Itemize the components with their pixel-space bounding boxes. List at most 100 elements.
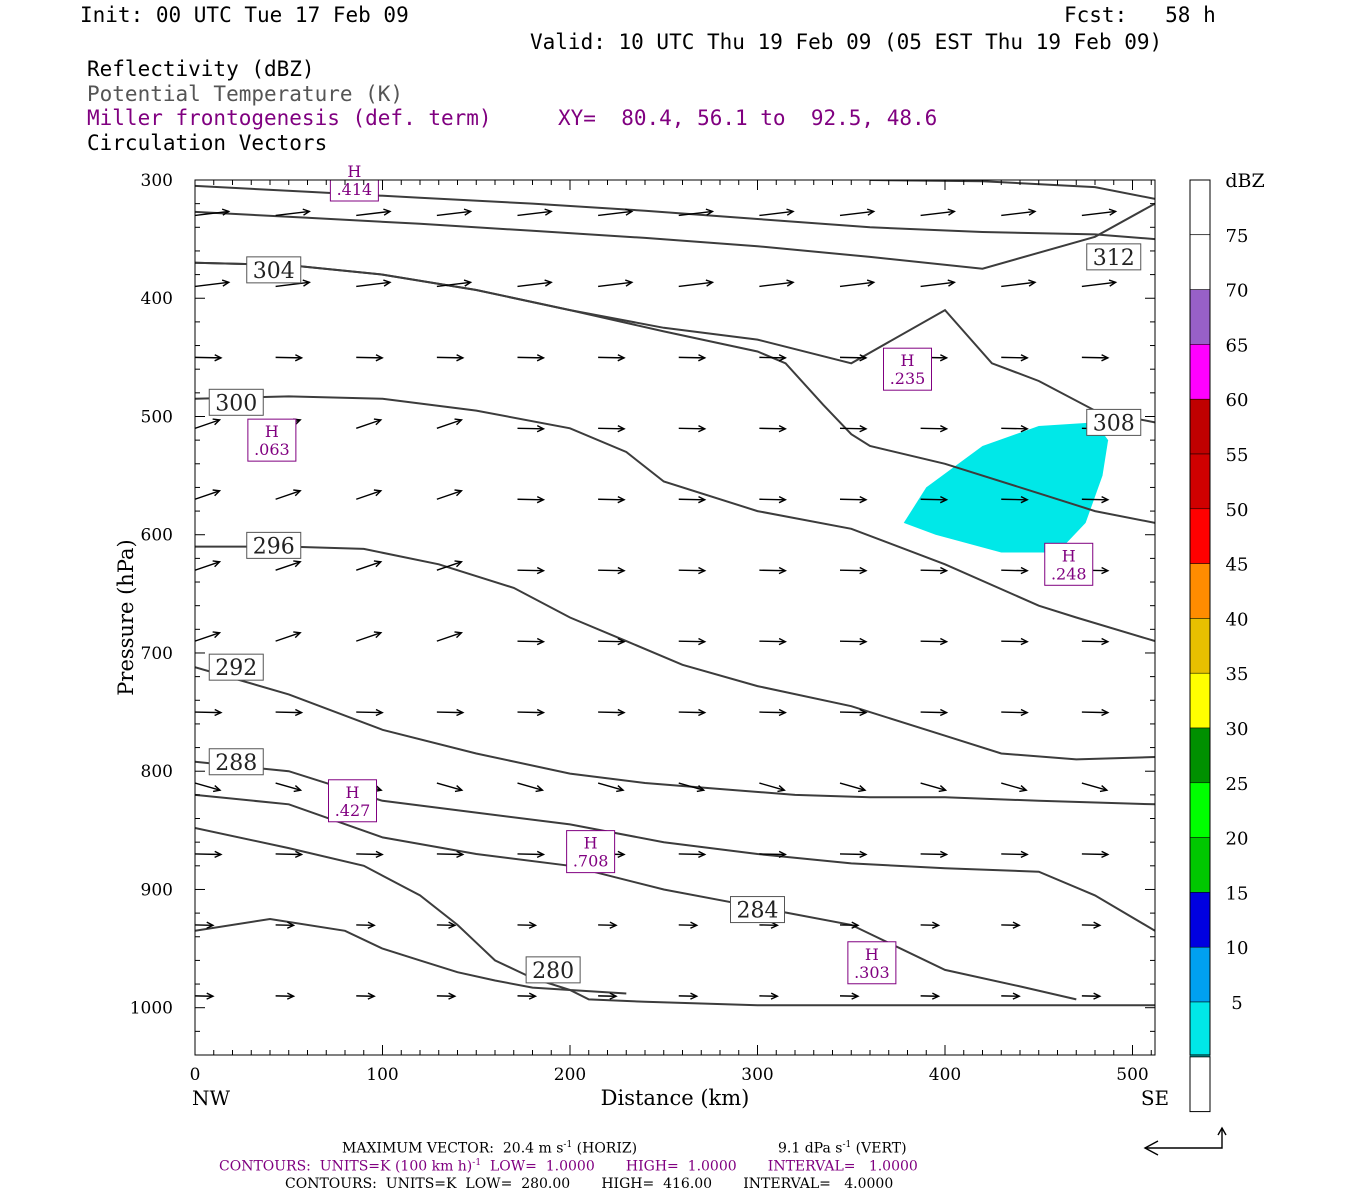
circulation-vector-head — [286, 921, 296, 929]
circulation-vector — [598, 711, 625, 714]
colorbar-level-label: 50 — [1226, 500, 1249, 521]
circulation-vector-head — [947, 208, 956, 216]
reference-vector-icon — [1145, 1128, 1223, 1149]
circulation-vector-head — [778, 495, 787, 504]
circulation-vector — [517, 356, 544, 359]
circulation-vector-head — [939, 850, 949, 859]
y-tick-label: 400 — [141, 289, 173, 309]
colorbar-level-label: 30 — [1226, 719, 1249, 740]
circulation-vector — [839, 711, 867, 714]
circulation-vector — [436, 419, 462, 429]
circulation-vector — [598, 640, 625, 643]
circulation-vector — [436, 490, 462, 500]
colorbar-level-label: 45 — [1226, 555, 1249, 576]
circulation-vector-head — [1101, 354, 1110, 362]
circulation-vector-head — [206, 992, 215, 1000]
circulation-vector — [517, 853, 544, 856]
circulation-vector-head — [609, 921, 618, 929]
frontogenesis-max-value: .708 — [573, 852, 609, 871]
circulation-vector-head — [1108, 208, 1118, 216]
circulation-vector — [839, 210, 874, 217]
circulation-vector — [517, 569, 544, 572]
circulation-vector-head — [778, 850, 787, 859]
x-end-label-se: SE — [1141, 1086, 1169, 1110]
reflectivity-5dbz-area — [903, 422, 1109, 553]
circulation-vector — [678, 210, 713, 217]
theta-contour-label: 308 — [1093, 411, 1135, 436]
circulation-vector — [195, 490, 220, 500]
circulation-vector — [598, 427, 625, 430]
circulation-vector — [436, 281, 471, 288]
circulation-vector-head — [1101, 495, 1110, 504]
circulation-vector — [275, 632, 301, 642]
circulation-vector — [678, 356, 705, 359]
circulation-vector — [436, 210, 471, 217]
circulation-vector-head — [1093, 921, 1102, 929]
x-tick-label: 100 — [366, 1065, 398, 1085]
circulation-vector-head — [383, 208, 392, 216]
circulation-vector — [1001, 782, 1027, 791]
circulation-vector-head — [214, 708, 223, 717]
circulation-vector — [195, 356, 222, 359]
circulation-vector-head — [705, 279, 715, 287]
frontogenesis-max-box — [566, 830, 616, 874]
forecast-hour: Fcst: 58 h — [1064, 3, 1216, 27]
circulation-vector-head — [778, 354, 787, 362]
circulation-vector-head — [698, 566, 707, 575]
circulation-vector-head — [866, 279, 876, 287]
circulation-vector — [920, 711, 947, 714]
theta-contour-label: 296 — [253, 534, 295, 559]
theta-label-box — [730, 896, 785, 924]
circulation-vector-head — [859, 708, 868, 717]
theta-contour — [195, 202, 1155, 270]
circulation-vector-head — [536, 850, 546, 859]
y-tick-label: 600 — [141, 526, 173, 546]
colorbar-level-label: 65 — [1226, 335, 1249, 356]
circulation-vector-head — [1019, 785, 1028, 793]
circulation-vector-head — [1108, 279, 1118, 287]
circulation-vector — [1081, 782, 1108, 791]
circulation-vector-head — [778, 708, 787, 717]
circulation-vector — [275, 356, 302, 359]
theta-contour-label: 304 — [253, 259, 295, 284]
circulation-vector-head — [383, 279, 392, 287]
circulation-vector-head — [859, 495, 868, 504]
circulation-vector-head — [528, 992, 538, 1000]
circulation-vector-head — [939, 495, 949, 504]
circulation-vector-head — [778, 425, 787, 433]
frontogenesis-max-box — [247, 418, 297, 462]
circulation-vector-head — [448, 992, 457, 1000]
circulation-vector — [436, 632, 462, 642]
circulation-vector — [275, 782, 301, 791]
theta-label-box — [525, 956, 581, 984]
circulation-vector-head — [294, 708, 304, 717]
x-tick-label: 300 — [741, 1065, 773, 1085]
circulation-vector-head — [221, 279, 231, 287]
circulation-vector-head — [375, 850, 384, 859]
circulation-vector-head — [302, 208, 311, 216]
circulation-vector-head — [1020, 566, 1029, 575]
circulation-vector-head — [214, 354, 223, 362]
circulation-vector — [517, 782, 543, 791]
theta-label-box — [208, 388, 264, 416]
y-tick-label: 300 — [141, 171, 173, 191]
frontogenesis-max-box — [883, 347, 932, 391]
circulation-vector-head — [859, 637, 868, 646]
circulation-vector-head — [698, 708, 707, 717]
colorbar-level-label: 5 — [1231, 993, 1242, 1014]
circulation-vector-head — [294, 354, 304, 362]
circulation-vector-head — [206, 921, 215, 929]
circulation-vector-head — [448, 921, 457, 929]
circulation-vector — [1001, 427, 1028, 430]
circulation-vector-head — [293, 631, 302, 639]
circulation-vector — [195, 281, 229, 288]
circulation-vector-head — [698, 354, 707, 362]
theta-label-box — [208, 653, 264, 681]
circulation-vector-head — [866, 208, 876, 216]
x-tick-label: 400 — [929, 1065, 961, 1085]
circulation-vector — [678, 711, 705, 714]
circulation-vector — [1001, 853, 1028, 856]
circulation-vector-head — [536, 566, 546, 575]
frontogenesis-max-box — [847, 941, 897, 985]
circulation-vector-head — [770, 921, 779, 929]
